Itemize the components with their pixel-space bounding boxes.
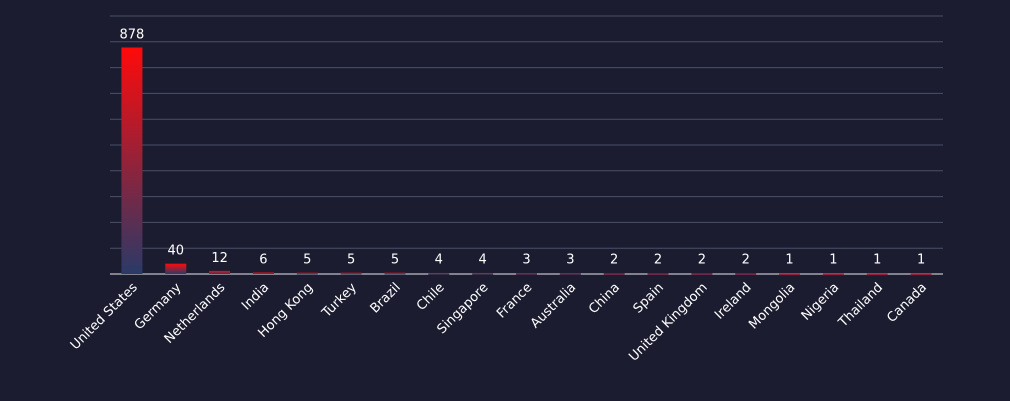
data-label: 12 xyxy=(211,251,228,266)
bar xyxy=(735,273,757,275)
data-label: 2 xyxy=(610,253,618,268)
bar xyxy=(121,47,143,275)
bar xyxy=(428,272,450,275)
data-label: 1 xyxy=(829,253,837,268)
bar xyxy=(691,273,713,275)
data-label: 5 xyxy=(391,253,399,268)
bar xyxy=(779,273,801,276)
bar xyxy=(910,273,932,276)
bar xyxy=(647,273,669,275)
bar xyxy=(209,270,231,274)
data-label: 5 xyxy=(347,253,355,268)
data-label: 4 xyxy=(435,253,443,268)
data-label: 40 xyxy=(167,244,184,259)
data-label: 4 xyxy=(479,253,487,268)
bar xyxy=(472,272,494,275)
data-label: 6 xyxy=(259,252,267,267)
data-label: 3 xyxy=(522,253,530,268)
bar xyxy=(559,273,581,275)
data-label: 5 xyxy=(303,253,311,268)
data-label: 878 xyxy=(120,27,145,42)
bar xyxy=(516,273,537,275)
bar xyxy=(822,273,844,276)
data-label: 2 xyxy=(654,253,662,268)
data-label: 1 xyxy=(873,253,881,268)
bar xyxy=(866,273,888,276)
bar xyxy=(384,272,406,275)
data-label: 1 xyxy=(785,253,793,268)
bar xyxy=(296,272,318,275)
data-label: 2 xyxy=(698,253,706,268)
data-label: 2 xyxy=(742,253,750,268)
bar xyxy=(252,272,274,274)
bar xyxy=(603,273,625,275)
bar xyxy=(165,263,187,274)
data-label: 1 xyxy=(917,253,925,268)
data-label: 3 xyxy=(566,253,574,268)
bar xyxy=(340,272,362,275)
